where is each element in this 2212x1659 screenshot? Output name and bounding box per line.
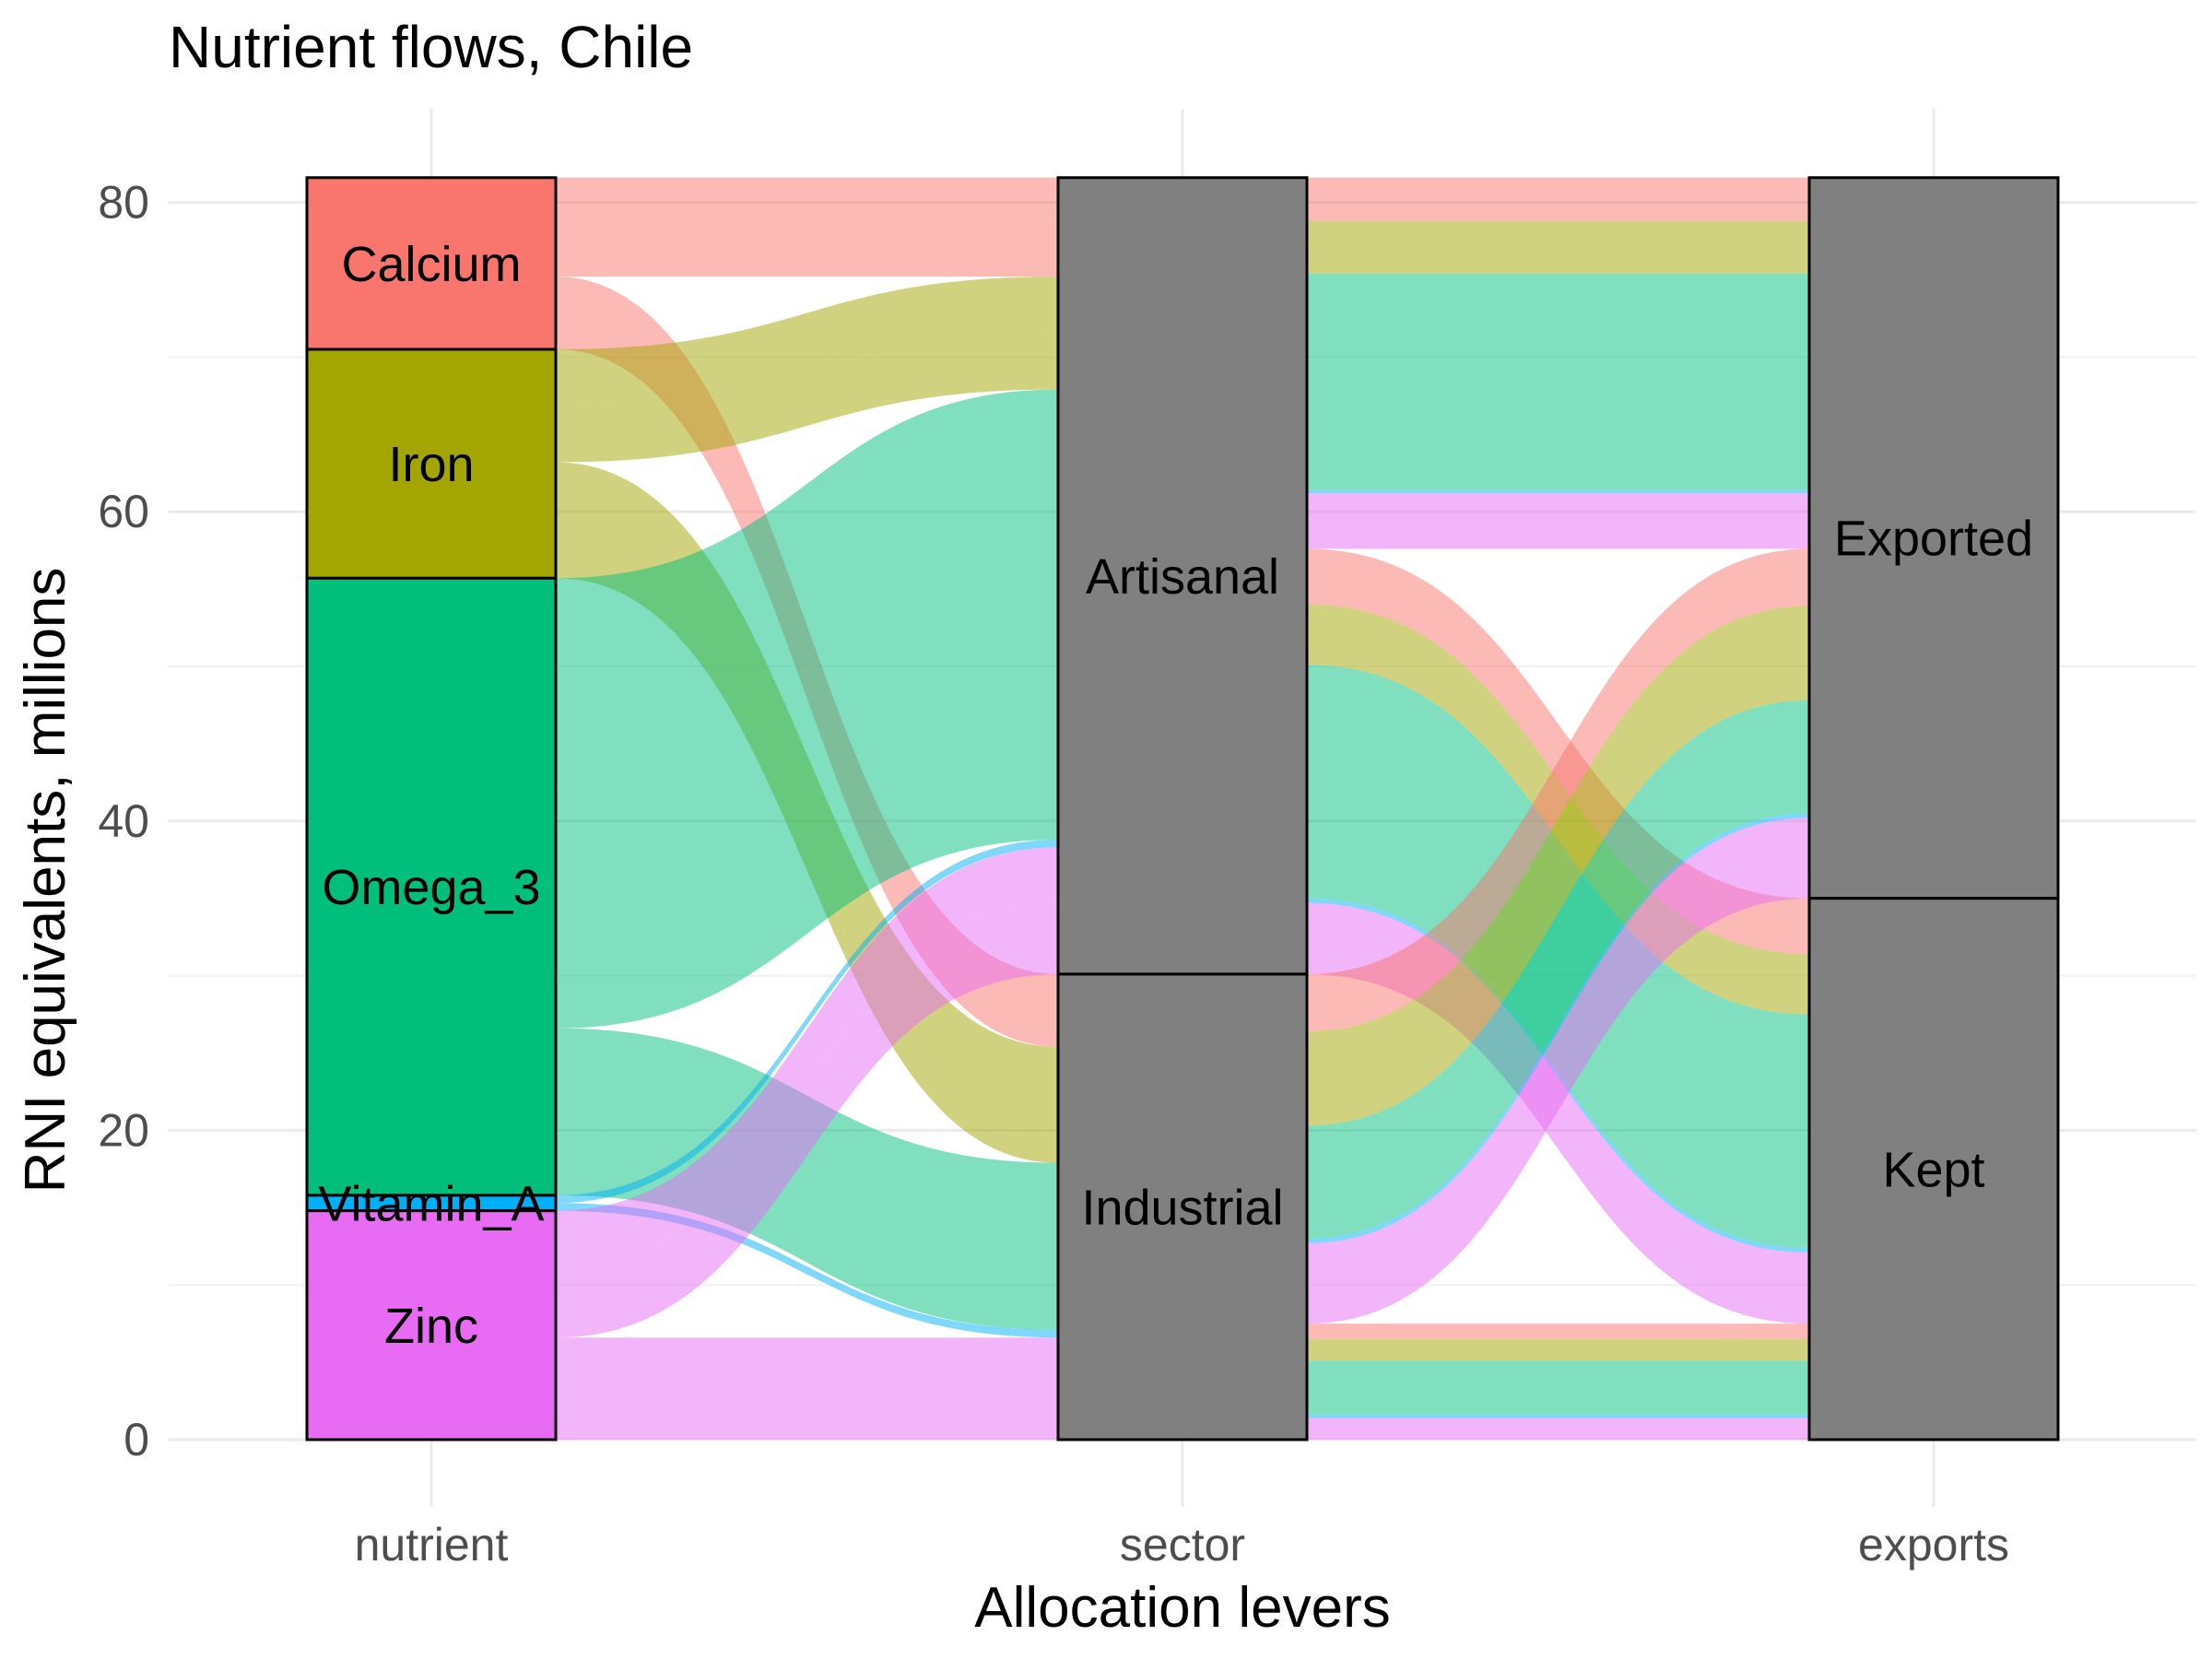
flow-ribbon bbox=[1307, 493, 1809, 549]
stratum-label: Artisanal bbox=[1086, 549, 1279, 605]
stratum-box bbox=[1807, 897, 2060, 1441]
flow-ribbon bbox=[556, 177, 1058, 221]
stratum-box bbox=[1807, 176, 2060, 900]
stratum-label: Kept bbox=[1882, 1142, 1984, 1197]
flow-ribbon bbox=[1307, 1324, 1809, 1339]
stratum-label: Calcium bbox=[341, 237, 521, 292]
flow-ribbon bbox=[1307, 606, 1809, 1126]
stratum-box bbox=[305, 1209, 558, 1441]
stratum-box bbox=[305, 576, 558, 1197]
y-axis-ticks: 0 20 40 60 80 bbox=[98, 177, 149, 1465]
stratum-label: Omega_3 bbox=[322, 860, 540, 915]
stratum-box bbox=[305, 347, 558, 580]
flow-ribbon bbox=[1307, 548, 1809, 1032]
stratum-label: Zinc bbox=[384, 1299, 478, 1354]
flow-ribbon bbox=[556, 839, 1058, 1199]
y-tick-label: 60 bbox=[98, 486, 149, 537]
flow-ribbon bbox=[556, 1207, 1058, 1338]
flow-ribbon bbox=[1307, 813, 1809, 1243]
stratum-box bbox=[305, 176, 558, 351]
flow-ribbon bbox=[1307, 1360, 1809, 1416]
flow-ribbon bbox=[1307, 220, 1809, 274]
flow-ribbon bbox=[556, 842, 1058, 1204]
y-tick-label: 20 bbox=[98, 1104, 149, 1156]
flow-ribbon bbox=[1307, 548, 1809, 955]
stratum-label: Industrial bbox=[1081, 1180, 1283, 1235]
flow-ribbon bbox=[556, 220, 1058, 277]
x-tick-label: sector bbox=[1120, 1519, 1245, 1571]
x-axis-ticks: nutrient sector exports bbox=[355, 1519, 2009, 1571]
flows bbox=[556, 177, 1809, 1440]
x-axis-title: Allocation levers bbox=[974, 1576, 1390, 1640]
flow-ribbon bbox=[1307, 700, 1809, 1239]
flow-ribbon bbox=[1307, 818, 1809, 1324]
flow-ribbon bbox=[556, 606, 1058, 1029]
y-axis-title: RNI equivalents, millions bbox=[14, 568, 77, 1194]
x-tick-label: exports bbox=[1858, 1519, 2009, 1571]
stratum-label: Exported bbox=[1834, 512, 2033, 567]
flow-ribbon bbox=[1307, 1338, 1809, 1361]
flow-ribbon bbox=[1307, 1418, 1809, 1440]
x-tick-label: nutrient bbox=[355, 1519, 509, 1571]
flow-ribbon bbox=[1307, 489, 1809, 494]
y-tick-label: 80 bbox=[98, 177, 149, 229]
flow-ribbon bbox=[556, 902, 1058, 1338]
flow-ribbon bbox=[1307, 177, 1809, 221]
flow-ribbon bbox=[1307, 1415, 1809, 1418]
flow-ribbon bbox=[556, 1203, 1058, 1335]
y-tick-label: 40 bbox=[98, 795, 149, 847]
flow-ribbon bbox=[556, 276, 1058, 403]
stratum-box bbox=[1056, 972, 1309, 1441]
chart-title: Nutrient flows, Chile bbox=[169, 14, 693, 80]
strata: Calcium Iron Omega_3 Vitamin_A Zinc Artisanal… bbox=[305, 176, 2060, 1441]
stratum-label: Iron bbox=[388, 437, 474, 492]
flow-ribbon bbox=[556, 389, 1058, 795]
flow-ribbon bbox=[1307, 273, 1809, 490]
flow-ribbon bbox=[556, 1337, 1058, 1418]
stratum-box bbox=[1056, 176, 1309, 976]
flow-ribbon bbox=[556, 1418, 1058, 1440]
y-tick-label: 0 bbox=[124, 1414, 149, 1465]
flow-ribbon bbox=[556, 329, 1058, 463]
stratum-label: Vitamin_A bbox=[318, 1176, 544, 1231]
flow-ribbon bbox=[556, 847, 1058, 1267]
